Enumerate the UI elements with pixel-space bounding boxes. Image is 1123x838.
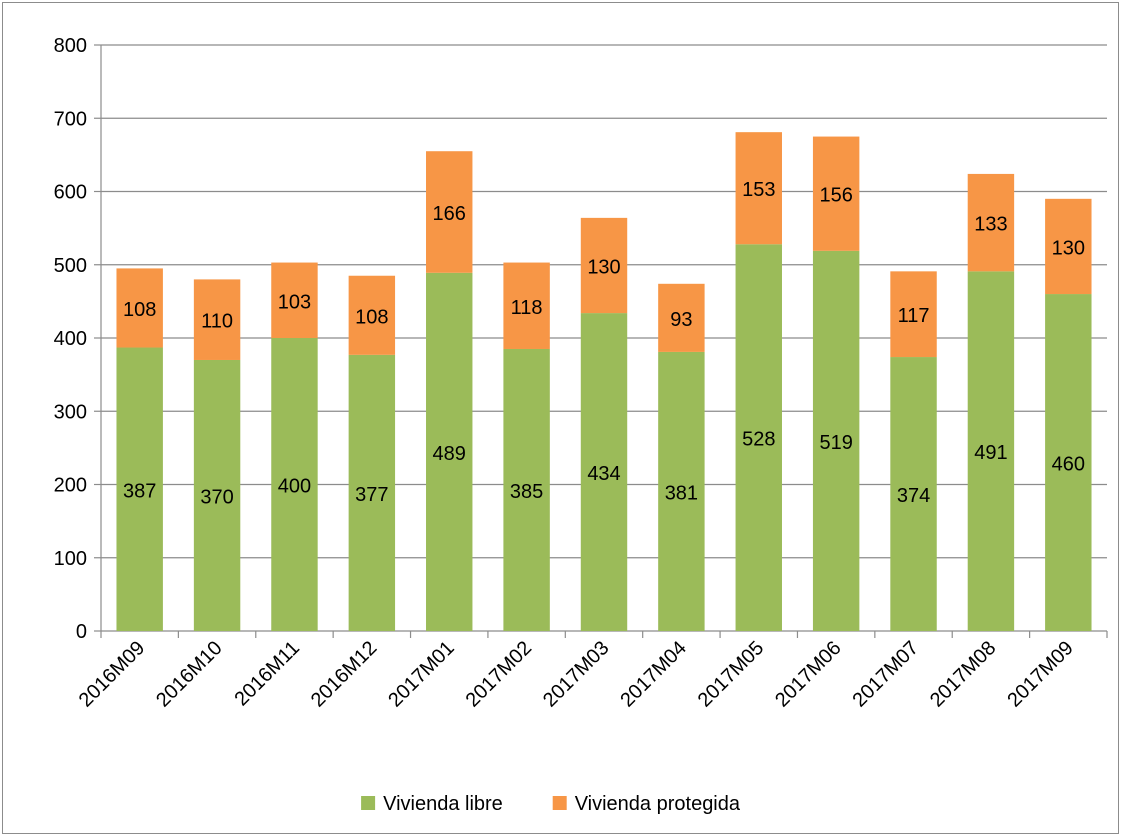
legend: Vivienda libre Vivienda protegida [361,793,741,815]
data-label: 118 [511,297,543,319]
x-tick-label: 2017M07 [849,637,924,712]
data-label: 108 [123,299,156,321]
bar-vivienda-libre [812,250,860,631]
legend-swatch-vivienda-protegida [552,796,567,810]
bar-vivienda-libre [658,351,705,631]
bar-vivienda-libre [735,244,782,632]
data-label: 400 [278,476,311,498]
x-tick-label: 2017M09 [1003,637,1078,712]
data-label: 519 [819,432,852,454]
x-tick-label: 2017M01 [384,637,459,712]
bar-vivienda-libre [890,357,937,631]
bar-vivienda-protegida [967,173,1015,272]
data-label: 370 [200,486,233,508]
bar-vivienda-protegida [503,262,550,349]
y-tick-label: 400 [54,328,87,350]
data-label: 130 [1052,237,1085,259]
bar-vivienda-protegida [735,132,782,245]
y-tick-label: 300 [54,401,87,423]
data-label: 117 [898,305,930,327]
bar-vivienda-libre [580,313,628,631]
x-tick-label: 2017M06 [771,637,846,712]
bar-vivienda-libre [271,338,318,631]
x-tick-label: 2017M08 [926,637,1001,712]
legend-label-vivienda-protegida: Vivienda protegida [575,793,741,815]
x-tick-label: 2017M02 [462,637,537,712]
data-label: 156 [819,185,852,207]
bar-vivienda-protegida [580,217,628,314]
x-tick-label: 2016M11 [231,637,304,710]
data-label: 387 [123,480,156,502]
data-label: 93 [670,309,692,331]
bar-vivienda-protegida [348,275,396,355]
data-labels: 387 108 370 110 400 103 377 108 489 166 385 118 434 1… [123,179,1085,508]
data-label: 110 [201,311,233,333]
bar-vivienda-libre [348,354,396,631]
bar-vivienda-protegida [271,262,318,338]
data-label: 377 [355,484,388,506]
data-label: 434 [587,463,620,485]
bar-vivienda-protegida [890,271,937,358]
legend-label-vivienda-libre: Vivienda libre [383,793,503,815]
bar-vivienda-libre [1045,294,1092,631]
bar-vivienda-protegida [116,268,163,348]
x-tick-label: 2016M10 [152,637,227,712]
data-label: 374 [897,485,930,507]
y-tick-label: 600 [54,182,87,204]
y-tick-label: 800 [54,35,87,57]
data-label: 528 [742,429,775,451]
data-label: 153 [742,179,775,201]
bar-vivienda-libre [967,271,1015,631]
y-tick-label: 100 [54,548,87,570]
bar-vivienda-libre [426,272,473,631]
x-tick-label: 2017M05 [694,637,769,712]
bar-vivienda-libre [193,359,241,631]
bar-vivienda-protegida [658,283,705,352]
data-label: 381 [665,482,698,504]
data-label: 130 [587,256,620,278]
data-label: 385 [510,481,543,503]
data-label: 460 [1052,454,1085,476]
x-tick-label: 2016M09 [75,637,150,712]
data-label: 103 [278,291,311,313]
bar-vivienda-protegida [1045,198,1092,295]
data-label: 166 [433,203,466,225]
legend-swatch-vivienda-libre [361,796,376,810]
bar-vivienda-libre [116,347,163,631]
bar-vivienda-libre [503,348,550,631]
data-label: 133 [974,214,1007,236]
y-tick-label: 0 [76,621,87,643]
data-label: 491 [974,442,1007,464]
y-tick-label: 500 [54,255,87,277]
x-tick-label: 2016M12 [307,637,382,712]
data-label: 489 [433,443,466,465]
y-tick-label: 700 [54,108,87,130]
data-label: 108 [355,306,388,328]
bar-vivienda-protegida [812,136,860,251]
y-tick-label: 200 [54,475,87,497]
bar-vivienda-protegida [426,151,473,273]
x-tick-label: 2017M04 [616,637,691,712]
bars [116,132,1092,632]
x-tick-label: 2017M03 [539,637,614,712]
bar-vivienda-protegida [193,279,241,360]
